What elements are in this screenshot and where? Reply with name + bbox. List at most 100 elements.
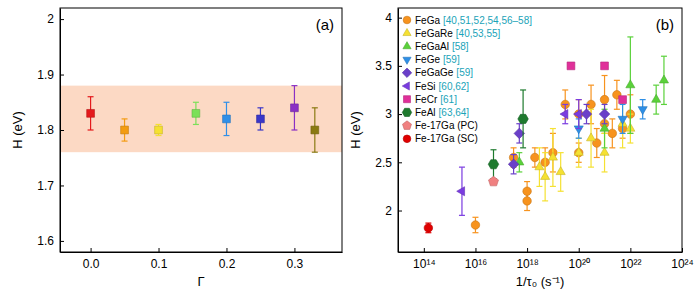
x-tick-mark: [226, 248, 227, 252]
point: [121, 126, 129, 134]
legend-refs: [40,53,55]: [456, 28, 501, 39]
point: [488, 160, 499, 169]
point: [471, 221, 480, 230]
x-axis-line: [399, 252, 683, 253]
legend-name: FeGa: [415, 15, 440, 26]
point: [223, 115, 231, 123]
x-tick: 0.2: [219, 248, 236, 271]
y-tick-label: 1.6: [37, 234, 54, 248]
x-tick-label: 0.1: [151, 257, 168, 271]
panel-label: (a): [316, 16, 334, 33]
series: [424, 223, 433, 233]
panel-label: (b): [656, 16, 674, 33]
y-tick: 2: [385, 204, 402, 218]
y-tick-mark: [398, 162, 402, 163]
y-axis: 22.533.54: [375, 9, 402, 253]
x-tick-mark: [424, 248, 425, 252]
legend-entry: FeSi[60,62]: [402, 81, 469, 92]
point: [600, 95, 609, 104]
legend-marker: [403, 121, 412, 130]
legend-refs: [58]: [452, 41, 469, 52]
legend-label: FeAl[63,64]: [415, 107, 469, 118]
legend-refs: [40,51,52,54,56–58]: [443, 15, 532, 26]
point: [618, 116, 627, 124]
y-tick-label: 2: [47, 12, 54, 26]
y-tick-label: 1.7: [37, 179, 54, 193]
y-tick-mark: [398, 114, 402, 115]
legend-refs: [63,64]: [439, 107, 470, 118]
figure: 0.00.10.20.31.61.71.81.92ΓH (eV)(a)10¹⁴1…: [0, 0, 700, 293]
panel: 10¹⁴10¹⁶10¹⁸10²⁰10²²10²⁴22.533.541/τ₀ (s…: [348, 8, 694, 289]
x-tick-label: 10²²: [620, 257, 641, 271]
legend-label: FeGaGe[59]: [415, 67, 473, 78]
y-tick: 3.5: [375, 59, 402, 73]
point: [257, 115, 265, 123]
legend-entry: Fe-17Ga (PC): [403, 120, 478, 131]
legend-name: FeGaGe: [415, 67, 454, 78]
legend-name: FeGaAl: [415, 41, 449, 52]
plot-frame: [398, 8, 682, 252]
x-tick: 10¹⁶: [465, 248, 487, 271]
series: [457, 100, 582, 216]
error-bar: [156, 124, 162, 135]
y-tick-label: 1.9: [37, 68, 54, 82]
series: [87, 86, 319, 153]
series: [489, 176, 499, 186]
y-tick: 1.9: [37, 68, 64, 82]
point: [87, 109, 95, 117]
y-tick-label: 2.5: [375, 156, 392, 170]
legend-entry: Fe-17Ga (SC): [403, 133, 478, 144]
legend-name: FeCr: [415, 94, 438, 105]
x-tick-mark: [682, 248, 683, 252]
point: [523, 197, 532, 206]
legend-label: FeGaRe[40,53,55]: [415, 28, 501, 39]
legend-marker: [402, 108, 411, 116]
legend-name: Fe-17Ga (SC): [415, 133, 478, 144]
point: [457, 187, 465, 196]
x-tick: 0.1: [151, 248, 168, 271]
legend-name: FeAl: [415, 107, 436, 118]
point: [192, 109, 200, 117]
legend-label: Fe-17Ga (PC): [415, 120, 478, 131]
error-bar: [88, 97, 94, 130]
x-tick-label: 0.3: [287, 257, 304, 271]
point: [560, 110, 568, 119]
error-bar: [223, 102, 229, 135]
legend-marker: [403, 16, 411, 24]
point: [581, 109, 592, 120]
series: [471, 76, 634, 233]
x-tick: 10²⁴: [671, 248, 694, 271]
legend-label: Fe-17Ga (SC): [415, 133, 478, 144]
x-tick: 10¹⁸: [516, 248, 538, 271]
point: [518, 114, 529, 123]
y-tick: 3: [385, 107, 402, 121]
x-axis-line: [61, 252, 343, 253]
y-tick-mark: [60, 185, 64, 186]
y-tick: 1.6: [37, 234, 64, 248]
point: [556, 167, 565, 175]
series: [567, 62, 626, 104]
point: [586, 133, 595, 141]
point: [311, 126, 319, 134]
legend-entry: FeGaAl[58]: [403, 41, 469, 52]
y-axis-title: H (eV): [10, 111, 25, 149]
legend-entry: FeGa[40,51,52,54,56–58]: [403, 15, 532, 26]
error-bar: [257, 108, 263, 130]
y-tick: 2: [47, 12, 64, 26]
legend-label: FeGaAl[58]: [415, 41, 469, 52]
legend-refs: [59]: [456, 67, 473, 78]
x-tick-label: 10¹⁶: [465, 257, 487, 271]
legend-refs: [60,62]: [439, 81, 470, 92]
point: [600, 123, 609, 131]
legend-entry: FeAl[63,64]: [402, 107, 469, 118]
point: [573, 110, 581, 119]
x-tick-mark: [91, 248, 92, 252]
legend-entry: FeGaRe[40,53,55]: [403, 28, 501, 39]
y-tick: 1.8: [37, 123, 64, 137]
point: [541, 172, 550, 180]
point: [608, 129, 617, 138]
series: [535, 100, 635, 201]
y-tick-label: 2: [385, 204, 392, 218]
x-tick-label: 0.2: [219, 257, 236, 271]
legend-entry: FeGe[59]: [403, 54, 460, 65]
